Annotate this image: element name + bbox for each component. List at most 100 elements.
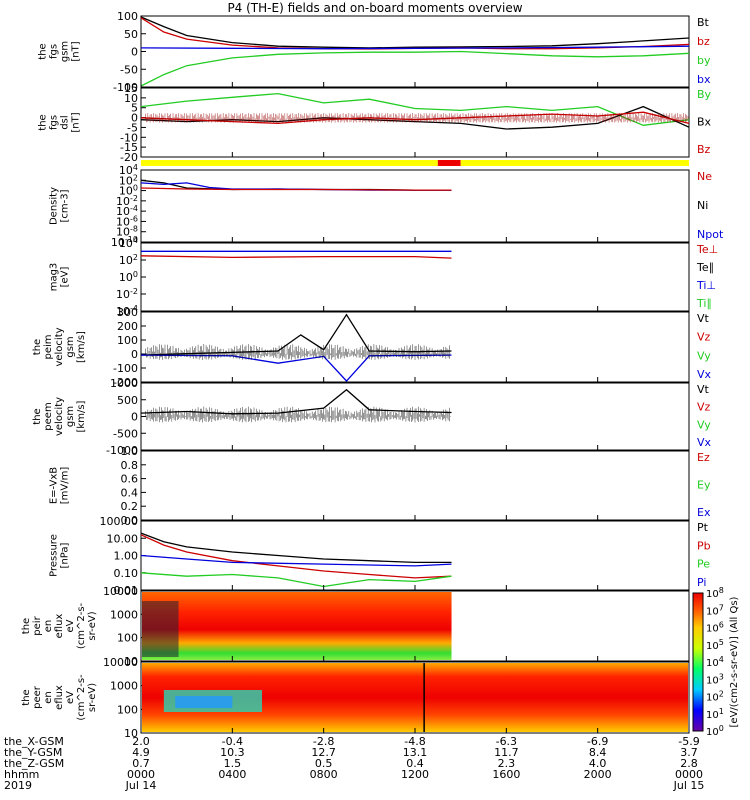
y-tick-label: -200 [113,376,138,389]
y-axis-label: the [38,114,49,130]
x-row-label: the_Z-GSM [4,757,64,770]
y-tick-label: 0.2 [121,500,139,513]
panel-frame [140,15,690,88]
x-tick-label: -6.9 [587,735,608,748]
y-axis-label: [km/s] [76,331,87,363]
y-tick-label: 0.4 [121,486,139,499]
mode-bar-segment [437,160,461,166]
series-fgs_gsm-bz [140,17,690,50]
y-tick-label: 100 [117,632,138,645]
y-tick-label: -100 [113,362,138,375]
y-axis-label: [nT] [71,41,82,61]
panel-fgs_gsm: 100 50 0 -50 -100 the fgs gsm [nT] Bt bz by bx [38,10,711,94]
y-axis-label: Pressure [49,534,60,577]
y-tick-label: -100 [113,81,138,94]
x-tick-label: 11.7 [494,746,519,759]
x-tick-label: 1.5 [224,757,242,770]
y-axis-label: (cm^2-s- [76,602,87,649]
y-axis-label: the [32,408,43,424]
y-axis-label: peir [32,615,43,635]
y-tick-label: 0 [131,112,138,125]
y-tick-label: -1000 [106,444,138,457]
y-axis-label: E=-VxB [49,467,60,504]
y-tick-label: 10 [124,727,138,740]
y-tick-label: 1000 [110,377,138,390]
colorbar-tick-label: 102 [706,690,724,704]
legend-bx: bx [697,73,711,86]
y-tick-label: 100.00 [100,515,139,528]
series-pressure-Pb [140,534,452,579]
y-axis-label: [cm-3] [60,189,71,222]
legend-te⊥: Te⊥ [696,243,718,256]
y-axis-label: dsl [60,115,71,129]
y-tick-label: 100 [119,270,138,284]
legend-by: by [697,54,711,67]
series-fgs_gsm-Bt [140,16,690,49]
x-tick-label: -4.8 [404,735,425,748]
y-axis-label: the [21,618,32,634]
legend-vy: Vy [697,349,711,362]
panel-frame [140,242,690,312]
y-axis-label: [eV] [60,267,71,288]
series-pressure-Pi [140,554,452,567]
chart-title: P4 (TH-E) fields and on-board moments ov… [227,1,523,15]
colorbar-tick-label: 104 [706,655,724,669]
x-tick-label: 0.4 [406,757,424,770]
y-tick-label: 15 [124,82,138,95]
y-axis-label: en [43,691,54,704]
series-fgs_gsm-bx [140,45,690,50]
y-tick-label: -15 [120,141,138,154]
x-tick-label: 4.9 [132,746,150,759]
y-tick-label: 50 [124,28,138,41]
legend-ez: Ez [697,451,710,464]
x-tick-label: 2.3 [498,757,516,770]
legend-vz: Vz [697,331,711,344]
x-tick-label: 3.7 [680,746,698,759]
x-tick-label: 12.7 [311,746,336,759]
y-tick-label: 0.01 [114,584,139,597]
y-tick-label: 100 [117,10,138,23]
y-tick-label: 0 [131,46,138,59]
panel-efield: 1.00.80.60.40.20.0 E=-VxB [mV/m] Ez Ey Ex [49,445,711,527]
legend-ne: Ne [697,170,712,183]
legend-vx: Vx [697,436,712,449]
x-tick-label: 0400 [218,768,246,781]
y-tick-label: 1.0 [121,445,139,458]
y-tick-label: 10 [124,92,138,105]
legend-vx: Vx [697,368,712,381]
x-tick-label: 13.1 [403,746,428,759]
spectrogram-peir [142,592,452,660]
series-pressure-Pt [140,532,452,564]
y-tick-label: -50 [120,63,138,76]
colorbar-tick-label: 100 [706,724,724,738]
x-tick-label: 2.0 [132,735,150,748]
legend-ti∥: Ti∥ [696,297,712,310]
y-tick-label: 100 [117,703,138,716]
legend-pe: Pe [697,558,710,571]
y-axis-label: [nT] [71,112,82,132]
colorbar-tick-label: 103 [706,672,724,686]
mode-bar-segment [460,160,689,166]
y-axis-label: mag3 [49,263,60,292]
y-tick-label: 100 [117,334,138,347]
y-axis-label: [km/s] [76,400,87,432]
y-tick-label: 0 [131,411,138,424]
x-tick-label: -6.3 [496,735,517,748]
y-axis-label: the [38,43,49,59]
legend-pi: Pi [697,576,706,589]
x-tick-label: 0000 [127,768,155,781]
y-tick-label: -10 [120,131,138,144]
x-tick-label: 0.5 [315,757,333,770]
legend-bz: Bz [697,143,711,156]
legend-by: By [697,88,712,101]
legend-bt: Bt [697,16,710,29]
x-tick-label: 0.7 [132,757,150,770]
y-tick-label: 10000 [103,585,138,598]
colorbar-tick-label: 107 [706,603,724,617]
y-tick-label: 1000 [110,680,138,693]
x-tick-label: 0800 [310,768,338,781]
colorbar-tick-label: 108 [706,586,724,600]
y-tick-label: 0.8 [121,459,139,472]
